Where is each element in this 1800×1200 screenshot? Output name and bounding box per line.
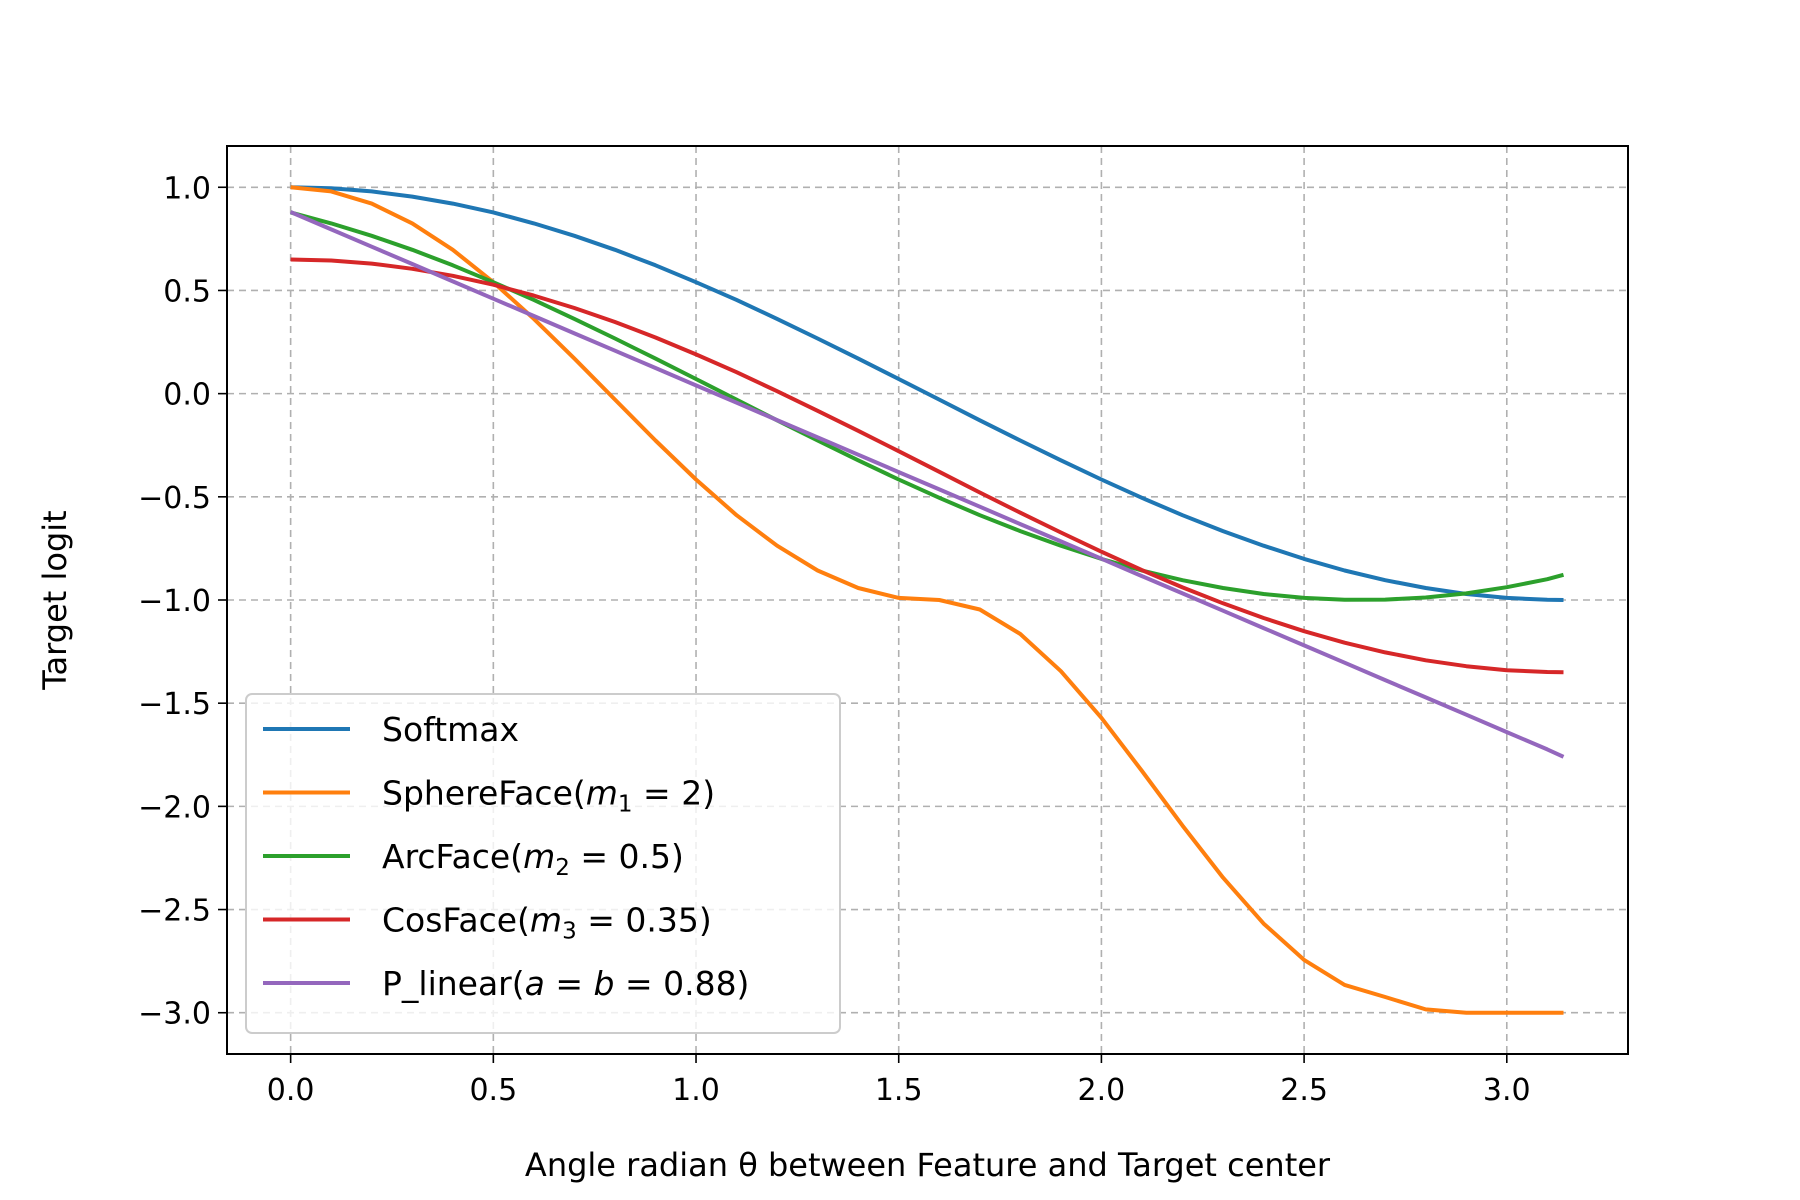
y-tick-label: −2.0 (138, 790, 211, 825)
legend-label: SphereFace(m1 = 2) (382, 774, 715, 818)
x-axis: 0.0 0.5 1.0 1.5 2.0 2.5 3.0 (267, 1054, 1531, 1108)
x-tick-label: 2.0 (1078, 1073, 1126, 1108)
x-tick-label: 3.0 (1483, 1073, 1531, 1108)
legend: Softmax SphereFace(m1 = 2) ArcFace(m2 = 0.… (245, 693, 841, 1034)
series-line-0 (290, 185, 1564, 602)
y-tick-label: 0.5 (163, 274, 211, 309)
x-axis-label: Angle radian θ between Feature and Targe… (525, 1146, 1331, 1184)
y-tick-label: −3.0 (138, 997, 211, 1032)
legend-label: P_linear(a = b = 0.88) (382, 964, 749, 1003)
legend-label: ArcFace(m2 = 0.5) (382, 837, 684, 881)
y-tick-label: −0.5 (138, 481, 211, 516)
series-lines (289, 185, 1565, 1015)
legend-label: Softmax (382, 710, 519, 749)
series-line-1 (290, 185, 1564, 1015)
y-axis-label: Target logit (36, 510, 74, 690)
legend-box (245, 693, 841, 1034)
series-line-3 (290, 257, 1564, 675)
y-tick-label: 0.0 (163, 378, 211, 413)
y-tick-label: −1.5 (138, 687, 211, 722)
series-line-4 (289, 210, 1565, 759)
x-tick-label: 1.0 (672, 1073, 720, 1108)
y-tick-label: −2.5 (138, 894, 211, 929)
y-tick-label: 1.0 (163, 171, 211, 206)
y-tick-label: −1.0 (138, 584, 211, 619)
x-tick-label: 1.5 (875, 1073, 923, 1108)
x-tick-label: 0.0 (267, 1073, 315, 1108)
legend-label: CosFace(m3 = 0.35) (382, 901, 712, 945)
y-axis: 1.0 0.5 0.0 −0.5 −1.0 −1.5 −2.0 −2.5 −3.0 (138, 171, 227, 1032)
x-tick-label: 2.5 (1280, 1073, 1328, 1108)
x-tick-label: 0.5 (469, 1073, 517, 1108)
